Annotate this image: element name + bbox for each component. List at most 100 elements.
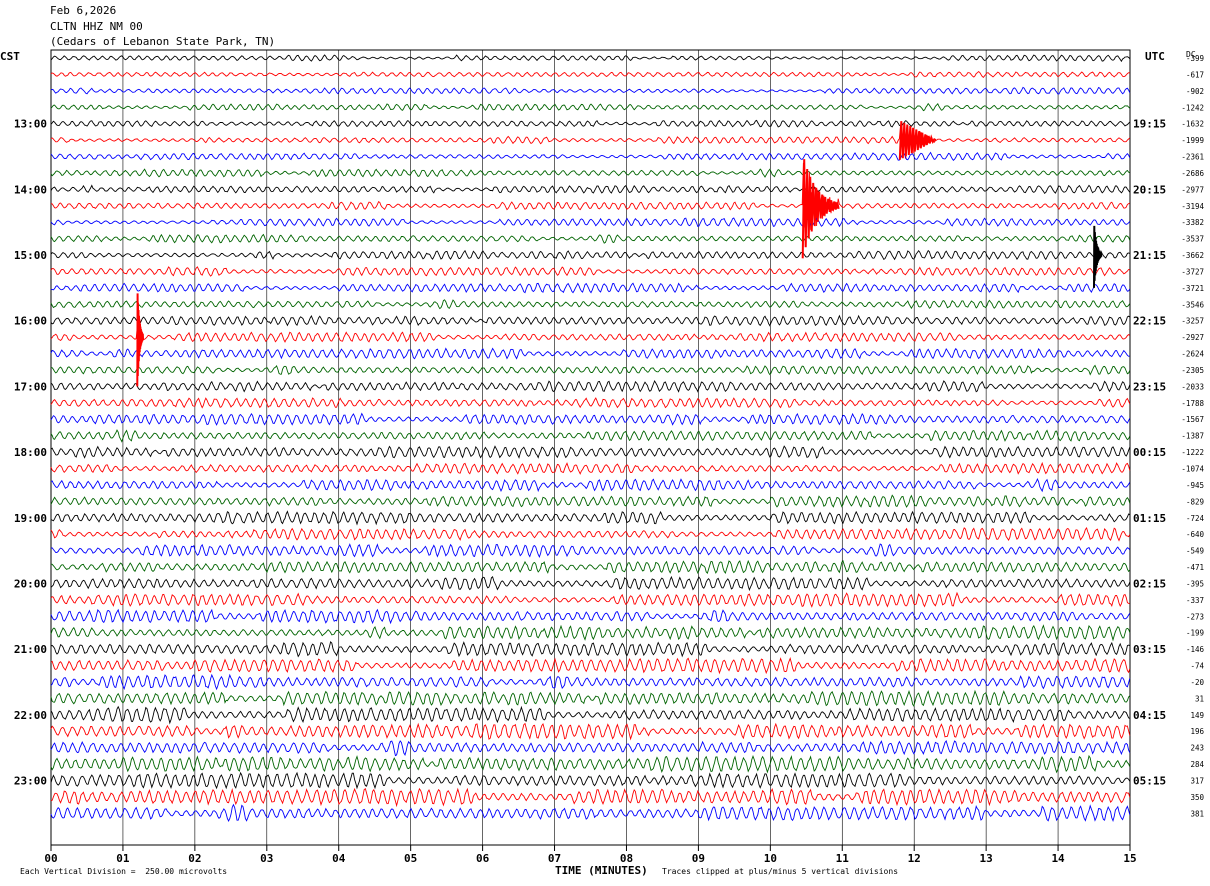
right-zone-label: UTC	[1145, 50, 1165, 63]
event-signal	[136, 293, 145, 387]
seismic-trace	[50, 608, 1131, 625]
seismic-trace	[50, 299, 1131, 310]
utc-hour-label: 20:15	[1133, 183, 1166, 196]
dc-offset-label: -1387	[1181, 432, 1204, 441]
dc-offset-label: -3194	[1181, 202, 1204, 211]
x-tick-label: 14	[1051, 852, 1065, 865]
dc-offset-label: -399	[1186, 54, 1204, 63]
dc-offset-label: 284	[1190, 760, 1204, 769]
seismic-trace	[50, 168, 1131, 178]
x-tick-label: 03	[260, 852, 273, 865]
cst-hour-label: 21:00	[14, 643, 47, 656]
dc-offset-label: -471	[1186, 563, 1204, 572]
trace-group	[50, 54, 1131, 823]
clip-note: Traces clipped at plus/minus 5 vertical …	[662, 867, 899, 876]
utc-hour-label: 21:15	[1133, 249, 1166, 262]
dc-offset-label: -1999	[1181, 136, 1204, 145]
x-tick-label: 13	[980, 852, 993, 865]
utc-hour-label: 05:15	[1133, 774, 1166, 787]
seismic-trace	[50, 151, 1131, 161]
cst-hour-label: 17:00	[14, 380, 47, 393]
axis-labels: 00 01 02 03 04 05 06 07 08 09 10 11 12 13 14 15 -399 -617…	[14, 54, 1205, 865]
x-tick-label: 00	[44, 852, 57, 865]
dc-offset-label: -337	[1186, 596, 1204, 605]
seismic-trace	[50, 527, 1131, 542]
cst-hour-label: 20:00	[14, 577, 47, 590]
dc-offset-label: -3257	[1181, 317, 1204, 326]
utc-hour-label: 01:15	[1133, 512, 1166, 525]
dc-offset-label: 196	[1190, 727, 1204, 736]
dc-offset-label: 317	[1190, 776, 1204, 785]
seismic-trace	[50, 722, 1131, 741]
dc-offset-label: -3546	[1181, 300, 1204, 309]
seismic-trace	[50, 102, 1131, 112]
dc-offset-label: 31	[1195, 694, 1204, 703]
dc-offset-label: -3662	[1181, 251, 1204, 260]
plot-frame	[50, 49, 1131, 846]
dc-offset-label: -2305	[1181, 366, 1204, 375]
seismic-trace	[50, 71, 1130, 79]
dc-offset-label: -1074	[1181, 465, 1204, 474]
cst-hour-label: 18:00	[14, 446, 47, 459]
seismic-trace	[50, 429, 1131, 443]
event-signal	[1093, 225, 1103, 288]
dc-offset-label: -199	[1186, 629, 1204, 638]
seismic-trace	[50, 771, 1131, 790]
x-tick-label: 10	[764, 852, 777, 865]
dc-offset-label: -3537	[1181, 235, 1204, 244]
utc-hour-label: 03:15	[1133, 643, 1166, 656]
cst-hour-label: 13:00	[14, 118, 47, 131]
dc-offset-label: -1222	[1181, 448, 1204, 457]
seismic-trace	[50, 86, 1131, 95]
x-axis-title: TIME (MINUTES)	[555, 864, 648, 877]
header-date: Feb 6,2026	[50, 4, 117, 17]
seismic-trace	[50, 754, 1131, 774]
cst-hour-label: 23:00	[14, 774, 47, 787]
cst-hour-label: 16:00	[14, 315, 47, 328]
seismic-trace	[50, 217, 1131, 228]
header-location: (Cedars of Lebanon State Park, TN)	[50, 35, 276, 48]
seismic-trace	[50, 705, 1130, 725]
dc-offset-label: -2686	[1181, 169, 1204, 178]
x-tick-label: 02	[188, 852, 201, 865]
seismic-trace	[50, 314, 1131, 327]
dc-offset-label: -829	[1186, 497, 1204, 506]
cst-hour-label: 22:00	[14, 709, 47, 722]
cst-hour-label: 14:00	[14, 183, 47, 196]
seismic-trace	[50, 689, 1131, 707]
seismic-trace	[51, 364, 1131, 376]
dc-label: DC	[1186, 50, 1196, 59]
seismic-trace	[50, 591, 1130, 608]
dc-offset-label: -1567	[1181, 415, 1204, 424]
seismic-trace	[50, 673, 1131, 691]
cst-hour-label: 19:00	[14, 512, 47, 525]
seismic-trace	[50, 319, 1131, 356]
x-tick-label: 01	[116, 852, 130, 865]
dc-offset-label: -3382	[1181, 218, 1204, 227]
dc-offset-label: -1632	[1181, 120, 1204, 129]
dc-offset-label: -3721	[1181, 284, 1204, 293]
seismic-trace	[50, 477, 1131, 493]
utc-hour-label: 02:15	[1133, 577, 1166, 590]
cst-hour-label: 15:00	[14, 249, 47, 262]
dc-offset-label: -945	[1186, 481, 1204, 490]
dc-offset-label: -3727	[1181, 267, 1204, 276]
x-tick-label: 11	[836, 852, 850, 865]
dc-offset-label: 243	[1190, 744, 1204, 753]
utc-hour-label: 04:15	[1133, 709, 1166, 722]
seismic-trace	[50, 412, 1131, 426]
utc-hour-label: 19:15	[1133, 118, 1166, 131]
seismic-trace	[50, 445, 1131, 459]
scale-note: Each Vertical Division = 250.00 microvol…	[20, 867, 228, 876]
header-station: CLTN HHZ NM 00	[50, 20, 143, 33]
seismic-trace	[50, 233, 1131, 244]
seismic-trace	[50, 624, 1131, 642]
utc-hour-label: 23:15	[1133, 380, 1166, 393]
dc-offset-label: -2361	[1181, 153, 1204, 162]
dc-offset-label: -74	[1190, 662, 1204, 671]
dc-offset-label: -2624	[1181, 350, 1204, 359]
seismic-trace	[50, 54, 1131, 63]
dc-offset-label: -273	[1186, 612, 1204, 621]
x-tick-label: 08	[620, 852, 633, 865]
dc-offset-label: -20	[1190, 678, 1204, 687]
